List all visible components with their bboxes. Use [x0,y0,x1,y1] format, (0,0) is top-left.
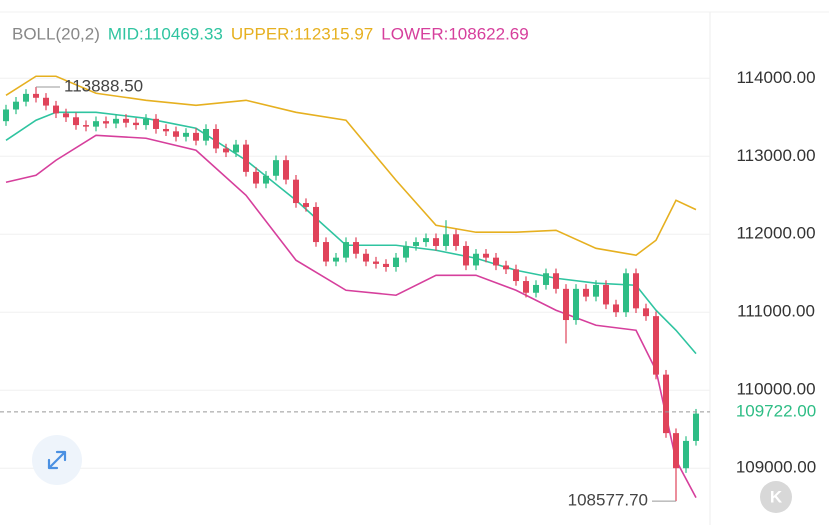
candle-body [193,132,199,141]
candle-body [183,132,189,137]
candle-body [473,253,479,266]
candles [3,86,699,502]
candle-body [313,206,319,243]
candle-body [253,171,259,184]
candle-body [233,144,239,153]
candle-body [93,121,99,127]
k-button-label[interactable]: K [770,487,783,506]
candle-body [3,109,9,122]
candle-body [583,288,589,297]
candle-body [23,93,29,102]
candle-body [173,131,179,137]
overlay: 113888.50 108577.70 109722.00 [0,76,826,510]
expand-button[interactable] [32,435,82,485]
candle-body [133,122,139,126]
candle-body [323,242,329,262]
candle-body [663,374,669,434]
candle-body [303,203,309,207]
candle-body [63,113,69,118]
candle-body [613,304,619,313]
candle-body [343,242,349,258]
candle-body [623,273,629,313]
candle-body [153,118,159,129]
y-tick-label: 114000.00 [736,68,815,87]
candle-body [363,253,369,262]
y-tick-label: 110000.00 [736,380,815,399]
last-price-bg [716,400,826,423]
candle-body [493,257,499,266]
candle-body [553,273,559,289]
candle-body [403,245,409,258]
candle-body [573,288,579,321]
candle-body [393,257,399,268]
candle-body [103,121,109,124]
candle-body [213,128,219,149]
candle-body [483,253,489,258]
candle-body [283,160,289,180]
candle-body [223,148,229,153]
candle-body [523,281,529,293]
candle-body [33,93,39,98]
candle-body [353,242,359,254]
candle-body [293,179,299,204]
candle-body [653,316,659,375]
candle-body [503,265,509,270]
candle-body [603,284,609,305]
expand-icon[interactable] [47,450,67,470]
candle-body [123,118,129,123]
min-label: 108577.70 [568,491,648,510]
candle-body [373,261,379,264]
candle-body [113,118,119,124]
candle-body [563,288,569,321]
k-button[interactable]: K [760,481,792,513]
candle-body [593,284,599,297]
k-button-bg[interactable] [760,481,792,513]
candle-body [263,175,269,184]
candle-body [383,263,389,268]
legend-entry: LOWER:108622.69 [381,24,528,43]
last-price-label: 109722.00 [736,401,816,420]
candle-body [443,234,449,246]
candle-body [533,284,539,293]
y-tick-label: 109000.00 [736,458,816,477]
grid: 114000.00 113000.00 112000.00 111000.00 1100… [0,68,816,477]
candle-body [13,101,19,110]
candle-body [73,117,79,126]
candle-body [513,269,519,282]
candle-body [413,242,419,246]
candle-body [83,125,89,127]
indicator-name: BOLL(20,2) [12,24,100,43]
candle-body [333,257,339,262]
candle-body [643,308,649,317]
candle-body [143,118,149,126]
candle-body [433,238,439,246]
band-line [5,134,697,499]
candle-body [673,433,679,469]
candle-body [203,128,209,141]
legend: BOLL(20,2) MID:110469.33 UPPER:112315.97 LO… [12,24,529,43]
y-tick-label: 113000.00 [736,146,815,165]
candle-body [633,273,639,309]
candle-body [453,234,459,246]
band-line [5,75,697,257]
candle-body [43,97,49,106]
candle-body [423,238,429,243]
candle-body [543,273,549,285]
candle-body [53,105,59,114]
y-tick-label: 112000.00 [736,224,815,243]
candle-body [463,245,469,266]
candle-body [273,160,279,176]
legend-entry: UPPER:112315.97 [231,24,373,43]
candle-body [243,144,249,172]
legend-entry: MID:110469.33 [108,24,223,43]
candle-body [683,440,689,469]
candle-body [163,128,169,132]
candle-body [693,413,699,441]
max-label: 113888.50 [64,76,143,95]
y-tick-label: 111000.00 [737,302,815,321]
